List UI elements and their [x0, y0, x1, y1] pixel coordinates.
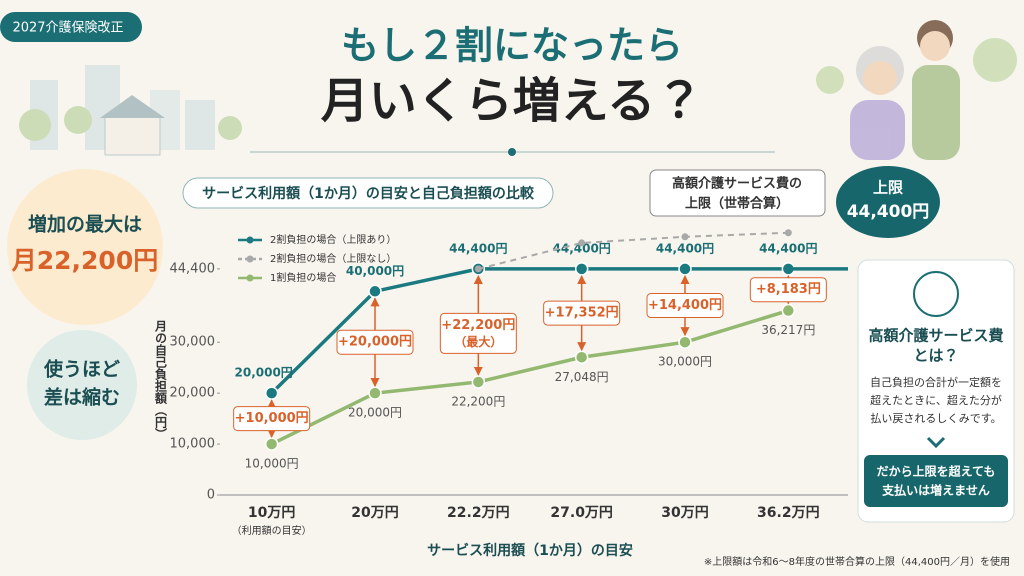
value-label: 10,000円 [245, 457, 299, 471]
headline-line: 月いくら増える？ [321, 73, 704, 129]
difference-box [646, 293, 724, 319]
value-label: 27,048円 [555, 370, 609, 384]
cap-callout-text: 上限（世帯合算） [685, 196, 789, 212]
value-label: 30,000円 [658, 355, 712, 369]
data-point [368, 284, 382, 299]
cap-badge [836, 166, 940, 238]
tag: 2027介護保険改正 [12, 21, 123, 36]
x-tick-label: 27.0万円 [550, 505, 613, 521]
legend-marker [246, 255, 254, 263]
divider-dot [508, 148, 516, 156]
value-label: 40,000円 [346, 264, 404, 278]
value-label: 36,217円 [761, 323, 815, 337]
max-badge-value: 月22,200円 [11, 246, 158, 275]
chart-title-box [182, 177, 554, 209]
info-body: 超えたときに、超えた分が [870, 393, 1002, 407]
difference-label: +8,183円 [756, 282, 821, 297]
data-point [474, 265, 482, 273]
difference-box [336, 329, 414, 355]
difference-box [233, 406, 311, 432]
info-title: 高額介護サービス費 [868, 327, 1003, 345]
x-tick-label: 10万円 [248, 505, 295, 521]
data-point [784, 229, 792, 237]
x-sublabel: （利用額の目安） [232, 524, 312, 537]
y-axis-title: 月の自己負担額（円） [154, 320, 168, 440]
cap-callout [649, 169, 826, 217]
data-point [368, 386, 382, 400]
legend-marker [246, 274, 254, 282]
legend-label: 1割負担の場合 [270, 271, 336, 284]
chart-title: サービス利用額（1か月）の目安と自己負担額の比較 [202, 185, 535, 202]
tag-pill [0, 12, 142, 42]
data-point [264, 437, 279, 451]
info-body: 自己負担の合計が一定額を [870, 375, 1002, 389]
data-point [678, 335, 692, 349]
difference-label: +10,000円 [235, 411, 309, 426]
y-tick-label: 44,400 [170, 261, 216, 276]
data-point [574, 350, 589, 365]
plot: 0 10,000 20,000 30,000 44,400 10万円 20万円 22.2万円 2… [170, 229, 848, 537]
max-badge [7, 169, 163, 325]
chevron [926, 436, 946, 449]
value-label: 44,400円 [553, 241, 611, 255]
cap-badge-text: 上限 [873, 179, 903, 197]
series-line [270, 267, 789, 395]
x-tick-label: 30万円 [661, 505, 708, 521]
value-label: 44,400円 [656, 241, 714, 255]
info-body: 払い戻されるしくみです。 [870, 411, 1001, 425]
legend-label: 2割負担の場合（上限なし） [270, 252, 396, 265]
max-badge-text: 増加の最大は [28, 213, 142, 236]
difference-box [543, 300, 621, 326]
city-illustration [19, 65, 242, 156]
y-tick-label: 20,000 [170, 386, 216, 401]
y-tick-label: 0 [207, 488, 215, 503]
x-tick-label: 22.2万円 [447, 505, 510, 521]
legend-marker [246, 236, 254, 244]
difference-label: +22,200円 [441, 318, 515, 333]
x-tick-label: 36.2万円 [757, 505, 820, 521]
data-point [574, 262, 589, 276]
caregiver-illustration [816, 20, 1017, 160]
difference-label: +17,352円 [545, 306, 619, 321]
data-point [681, 233, 689, 241]
y-tick-label: 30,000 [170, 335, 216, 350]
data-point [471, 375, 486, 389]
difference-box [439, 312, 517, 354]
cap-badge-value: 44,400円 [847, 202, 930, 222]
value-label: 44,400円 [449, 241, 507, 255]
series-line [270, 308, 789, 446]
difference-label: +14,400円 [648, 298, 722, 313]
headline-line: もし２割になったら [341, 24, 683, 68]
value-label: 44,400円 [759, 241, 817, 255]
data-point [781, 303, 796, 318]
difference-box [749, 277, 827, 303]
series-line [478, 231, 789, 270]
value-label: 20,000円 [235, 366, 293, 380]
data-point [578, 239, 586, 247]
info-button [864, 455, 1008, 507]
info-button-text: だから上限を超えても [877, 464, 996, 479]
info-button-text: 支払いは増えません [882, 483, 990, 498]
value-label: 22,200円 [451, 394, 505, 408]
cap-callout-text: 高額介護サービス費の [672, 176, 802, 192]
coin-icon [913, 271, 959, 317]
trend-badge-text: 使うほど [43, 359, 120, 381]
x-tick-label: 20万円 [351, 505, 398, 521]
x-axis-title: サービス利用額（1か月）の目安 [427, 542, 633, 559]
legend-label: 2割負担の場合（上限あり） [270, 233, 396, 246]
trend-badge [27, 330, 137, 440]
trend-badge-text: 差は縮む [44, 386, 120, 409]
info-title: とは？ [913, 347, 958, 365]
difference-label: +20,000円 [338, 335, 412, 350]
max-note: （最大） [454, 334, 502, 349]
footnote: ※上限額は令和6～8年度の世帯合算の上限（44,400円／月）を使用 [704, 555, 1010, 568]
data-point [264, 386, 279, 400]
data-point [678, 262, 692, 276]
y-tick-label: 10,000 [170, 437, 216, 452]
value-label: 20,000円 [348, 406, 402, 420]
